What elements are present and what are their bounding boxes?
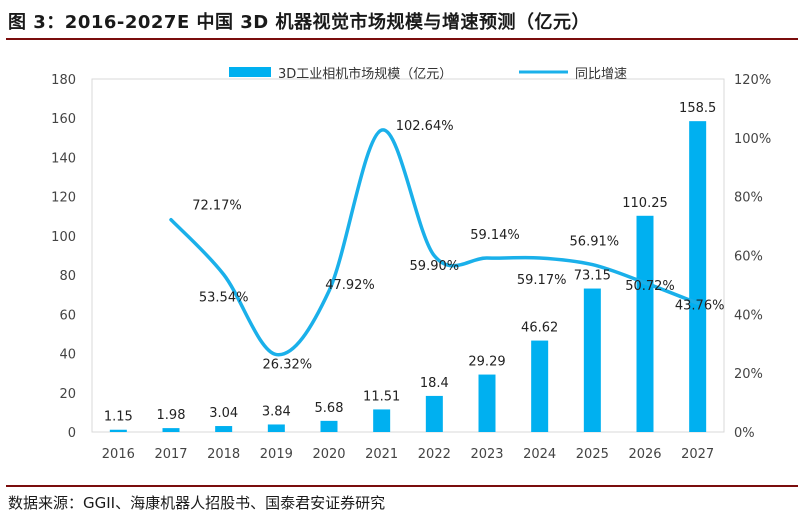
- bar-value-label: 1.15: [104, 410, 133, 425]
- y-right-tick-label: 100%: [734, 132, 771, 147]
- y-left-tick-label: 80: [59, 269, 76, 284]
- x-tick-label: 2019: [260, 447, 293, 462]
- bar-value-label: 11.51: [363, 389, 400, 404]
- line-value-label: 53.54%: [199, 291, 249, 306]
- bar-value-label: 29.29: [468, 355, 505, 370]
- bar: [478, 374, 496, 432]
- bar-value-label: 18.4: [420, 376, 449, 391]
- data-labels: 1.15 1.98 3.04 3.84 5.68 11.51 18.4 29.29 46.62 7…: [104, 101, 725, 425]
- bar: [373, 409, 391, 432]
- bar-value-label: 1.98: [157, 408, 186, 423]
- bar: [531, 340, 549, 432]
- y-right-tick-label: 20%: [734, 367, 763, 382]
- x-tick-label: 2018: [207, 447, 240, 462]
- y-left-tick-label: 20: [59, 387, 76, 402]
- y-left-tick-label: 180: [51, 73, 76, 88]
- bar-value-label: 3.84: [262, 404, 291, 419]
- x-tick-label: 2021: [365, 447, 398, 462]
- x-tick-label: 2027: [681, 447, 714, 462]
- bar-value-label: 110.25: [622, 196, 668, 211]
- bar: [583, 288, 601, 432]
- line-value-label: 59.14%: [470, 228, 520, 243]
- bar: [215, 426, 233, 432]
- legend-bar-label: 3D工业相机市场规模（亿元）: [278, 66, 452, 82]
- legend-bar-swatch: [229, 67, 271, 77]
- source-rule: [6, 485, 798, 487]
- y-right-tick-label: 0%: [734, 426, 755, 441]
- chart-axes: 0 20 40 60 80 100 120 140 160 180 0% 20% 40% 60% 80% 10…: [51, 73, 771, 462]
- line-value-label: 59.17%: [517, 273, 567, 288]
- y-right-tick-label: 40%: [734, 308, 763, 323]
- legend-line-label: 同比增速: [575, 67, 627, 82]
- x-tick-label: 2020: [312, 447, 345, 462]
- bar: [162, 428, 180, 432]
- y-left-tick-label: 60: [59, 308, 76, 323]
- plot-frame: [91, 78, 725, 433]
- y-left-tick-label: 0: [68, 426, 76, 441]
- y-right-tick-label: 120%: [734, 73, 771, 88]
- x-tick-label: 2017: [154, 447, 187, 462]
- y-left-tick-label: 120: [51, 191, 76, 206]
- x-tick-label: 2026: [628, 447, 661, 462]
- chart-legend: 3D工业相机市场规模（亿元） 同比增速: [229, 66, 627, 82]
- bar-value-label: 3.04: [209, 406, 238, 421]
- x-tick-label: 2023: [470, 447, 503, 462]
- line-value-label: 50.72%: [625, 279, 675, 294]
- bar-value-label: 5.68: [315, 401, 344, 416]
- line-value-label: 43.76%: [675, 298, 725, 313]
- figure-title: 图 3：2016-2027E 中国 3D 机器视觉市场规模与增速预测（亿元）: [8, 12, 591, 33]
- bar: [425, 395, 443, 432]
- y-left-tick-label: 140: [51, 151, 76, 166]
- bar: [109, 429, 127, 432]
- x-tick-label: 2024: [523, 447, 556, 462]
- line-value-label: 26.32%: [263, 358, 313, 373]
- x-tick-label: 2022: [418, 447, 451, 462]
- x-tick-label: 2025: [576, 447, 609, 462]
- bar: [267, 424, 285, 432]
- x-tick-label: 2016: [102, 447, 135, 462]
- bar: [636, 215, 654, 432]
- title-rule: [6, 38, 798, 40]
- line-value-label: 102.64%: [396, 119, 454, 134]
- bar-value-label: 73.15: [574, 269, 611, 284]
- bar-series: [109, 121, 707, 433]
- growth-line: [169, 128, 700, 357]
- source-note: 数据来源：GGII、海康机器人招股书、国泰君安证券研究: [8, 494, 386, 512]
- y-left-tick-label: 160: [51, 112, 76, 127]
- line-value-label: 59.90%: [410, 259, 460, 274]
- line-value-label: 72.17%: [192, 199, 242, 214]
- bar: [689, 121, 707, 433]
- bar-value-label: 158.5: [679, 101, 716, 116]
- bar: [320, 420, 338, 432]
- line-series: [169, 128, 700, 357]
- y-left-tick-label: 40: [59, 348, 76, 363]
- bar-value-label: 46.62: [521, 321, 558, 336]
- line-value-label: 56.91%: [570, 235, 620, 250]
- y-left-tick-label: 100: [51, 230, 76, 245]
- line-value-label: 47.92%: [325, 278, 375, 293]
- y-right-tick-label: 60%: [734, 250, 763, 265]
- y-right-tick-label: 80%: [734, 191, 763, 206]
